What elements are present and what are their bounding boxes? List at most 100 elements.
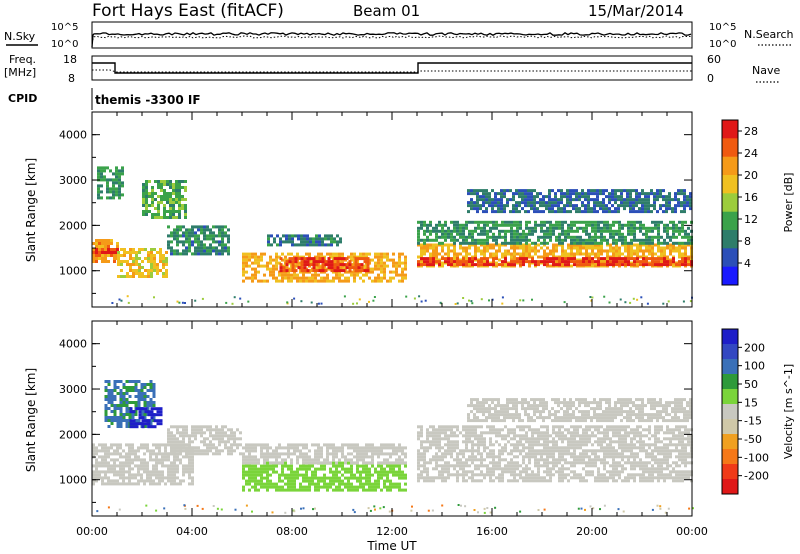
power-cell — [459, 241, 462, 245]
power-cell — [154, 180, 157, 183]
vel-cell — [95, 461, 98, 465]
power-cell — [395, 264, 398, 268]
vel-cell — [191, 470, 194, 474]
power-cell — [611, 192, 614, 196]
power-cell — [209, 243, 212, 247]
power-cell — [522, 246, 525, 250]
power-cell — [147, 251, 150, 254]
power-cell — [321, 269, 325, 273]
power-cell — [389, 279, 392, 283]
vel-cell — [152, 467, 155, 471]
vel-cell — [287, 479, 290, 483]
power-cell — [197, 228, 200, 232]
vel-cell — [498, 473, 501, 477]
vel-cell — [101, 464, 104, 468]
vel-cell — [248, 461, 251, 465]
power-cell — [110, 242, 113, 245]
vel-cell — [248, 488, 251, 492]
vel-cell — [134, 404, 138, 407]
power-cell — [485, 201, 488, 205]
power-cell — [506, 198, 509, 202]
vel-cell — [453, 446, 456, 450]
power-cell — [584, 204, 587, 208]
vel-cell — [296, 461, 299, 465]
vel-cell — [161, 470, 164, 474]
power-cell — [132, 269, 135, 272]
power-cell — [470, 192, 473, 196]
vel-cell — [344, 482, 347, 486]
vel-cell — [335, 461, 338, 465]
power-cell — [612, 241, 615, 245]
power-cell — [377, 258, 380, 262]
vel-cell — [380, 464, 383, 468]
vel-cell — [314, 482, 317, 486]
power-cell — [317, 252, 320, 256]
vel-cell — [215, 452, 218, 456]
power-cell — [101, 239, 104, 242]
vel-cell — [161, 452, 164, 456]
power-speck — [239, 297, 242, 300]
vel-cell — [98, 464, 101, 468]
power-cell — [602, 207, 605, 211]
vel-cell — [278, 443, 281, 447]
vel-cell — [185, 455, 188, 459]
vel-cell — [492, 467, 495, 471]
vel-cell — [347, 461, 350, 465]
power-cell — [585, 232, 588, 236]
power-cell — [104, 251, 107, 254]
power-cell — [678, 229, 681, 233]
power-cell — [557, 207, 560, 211]
vel-cell — [465, 443, 468, 447]
vel-cell — [156, 410, 160, 414]
vel-cell — [164, 455, 167, 459]
power-cell — [175, 201, 178, 204]
power-cell — [374, 267, 377, 271]
power-cell — [483, 263, 486, 267]
colorbar-segment — [722, 120, 738, 139]
vel-cell — [317, 452, 320, 456]
power-cell — [254, 261, 257, 265]
power-cell — [627, 246, 630, 250]
vel-cell — [528, 425, 531, 429]
power-cell — [468, 232, 471, 236]
vel-cell — [281, 485, 284, 489]
power-cell — [588, 235, 591, 239]
vel-cell — [266, 455, 269, 459]
vel-cell — [492, 458, 495, 462]
power-cell — [398, 252, 401, 256]
power-cell — [459, 246, 462, 250]
vel-cell — [176, 431, 179, 435]
power-cell — [113, 260, 116, 263]
power-cell — [103, 166, 106, 170]
power-cell — [426, 260, 429, 264]
vel-cell — [98, 449, 101, 453]
power-cell — [135, 254, 138, 257]
vel-cell — [113, 407, 117, 410]
power-cell — [456, 252, 459, 256]
power-speck — [368, 300, 370, 303]
power-cell — [587, 189, 590, 193]
vel-cell — [347, 482, 350, 486]
power-cell — [527, 210, 530, 214]
vel-cell — [188, 458, 191, 462]
vel-cell — [170, 440, 173, 444]
power-cell — [474, 220, 477, 224]
power-cell — [447, 246, 450, 250]
power-cell — [636, 260, 639, 264]
vel-cell — [257, 470, 260, 474]
vel-cell — [110, 464, 113, 468]
power-cell — [417, 226, 420, 230]
power-cell — [645, 246, 648, 250]
vel-cell — [302, 458, 305, 462]
power-cell — [332, 276, 335, 280]
power-cell — [279, 237, 282, 241]
vel-cell — [489, 470, 492, 474]
power-cell — [591, 220, 594, 224]
vel-cell — [314, 452, 317, 456]
power-cell — [651, 255, 654, 259]
power-cell — [557, 204, 560, 208]
vel-cell — [206, 443, 209, 447]
power-speck — [619, 298, 622, 301]
power-cell — [270, 234, 273, 238]
vel-cell — [435, 461, 438, 465]
